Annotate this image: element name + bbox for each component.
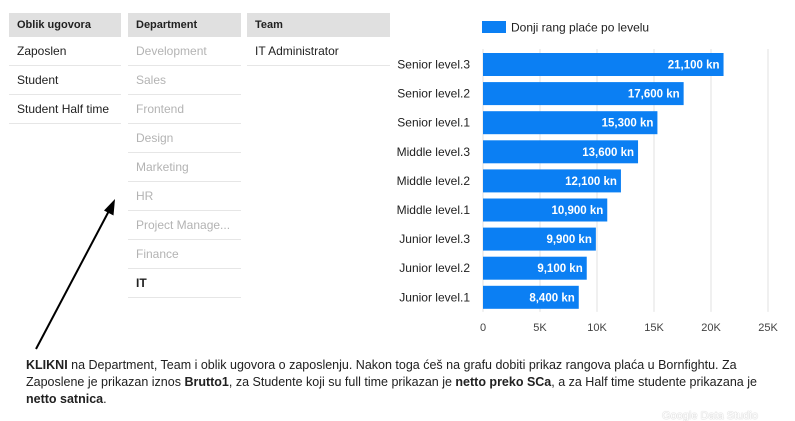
bar-value-label: 21,100 kn bbox=[668, 60, 720, 72]
note-emphasis: netto satnica bbox=[26, 392, 104, 406]
x-tick-label: 0 bbox=[480, 322, 486, 334]
filter-option[interactable]: Design bbox=[128, 124, 241, 153]
note-emphasis: Brutto1 bbox=[184, 375, 229, 389]
note-emphasis: KLIKNI bbox=[26, 358, 68, 372]
instruction-note: KLIKNI na Department, Team i oblik ugovo… bbox=[26, 357, 766, 408]
filter-option[interactable]: Finance bbox=[128, 240, 241, 269]
filter-option[interactable]: Sales bbox=[128, 66, 241, 95]
filter-department: Department Development Sales Frontend Desig… bbox=[128, 13, 241, 298]
note-text: . bbox=[103, 392, 107, 406]
bar-value-label: 8,400 kn bbox=[529, 292, 574, 304]
category-label: Senior level.1 bbox=[397, 116, 470, 130]
category-label: Middle level.3 bbox=[397, 145, 471, 159]
filter-option[interactable]: IT bbox=[128, 269, 241, 298]
bar[interactable] bbox=[483, 140, 639, 164]
note-emphasis: netto preko SCa bbox=[455, 375, 552, 389]
note-text: , a za Half time studente prikazana je bbox=[551, 375, 757, 389]
filter-option[interactable]: Frontend bbox=[128, 95, 241, 124]
note-text: na Department, Team i oblik ugovora o za… bbox=[26, 358, 737, 389]
filter-option[interactable]: Marketing bbox=[128, 153, 241, 182]
category-label: Middle level.1 bbox=[397, 203, 471, 217]
bar[interactable] bbox=[483, 256, 587, 280]
filter-option[interactable]: Student Half time bbox=[9, 95, 121, 124]
x-tick-label: 5K bbox=[533, 322, 547, 334]
category-label: Junior level.2 bbox=[399, 261, 470, 275]
legend-label: Donji rang plaće po levelu bbox=[511, 21, 649, 35]
filter-option[interactable]: Development bbox=[128, 37, 241, 66]
bar[interactable] bbox=[483, 227, 596, 251]
bar[interactable] bbox=[483, 111, 658, 135]
x-tick-label: 25K bbox=[758, 322, 778, 334]
chart-legend[interactable]: Donji rang plaće po levelu bbox=[482, 21, 649, 35]
bar-value-label: 13,600 kn bbox=[582, 147, 634, 159]
filter-option[interactable]: Student bbox=[9, 66, 121, 95]
filter-option[interactable]: HR bbox=[128, 182, 241, 211]
filter-header[interactable]: Team bbox=[247, 13, 390, 37]
category-label: Senior level.3 bbox=[397, 58, 470, 72]
filter-team: Team IT Administrator bbox=[247, 13, 390, 66]
x-tick-label: 20K bbox=[701, 322, 721, 334]
filter-header[interactable]: Department bbox=[128, 13, 241, 37]
filter-header[interactable]: Oblik ugovora bbox=[9, 13, 121, 37]
salary-bar-chart: Donji rang plaće po levelu 21,100 kn 17,6… bbox=[397, 21, 779, 334]
bar[interactable] bbox=[483, 53, 724, 76]
category-label: Junior level.3 bbox=[399, 232, 470, 246]
x-tick-label: 10K bbox=[587, 322, 607, 334]
bar[interactable] bbox=[483, 198, 608, 222]
category-label: Junior level.1 bbox=[399, 290, 470, 304]
bar[interactable] bbox=[483, 82, 684, 106]
note-text: , za Studente koji su full time prikazan… bbox=[228, 375, 456, 389]
category-label: Middle level.2 bbox=[397, 174, 471, 188]
bar[interactable] bbox=[483, 285, 579, 309]
x-tick-label: 15K bbox=[644, 322, 664, 334]
filter-option[interactable]: Project Manage... bbox=[128, 211, 241, 240]
filter-option[interactable]: Zaposlen bbox=[9, 37, 121, 66]
chart-bars: 21,100 kn 17,600 kn 15,300 kn 13,600 kn 12,1… bbox=[483, 53, 724, 309]
chart-category-labels: Senior level.3 Senior level.2 Senior level… bbox=[397, 58, 471, 305]
category-label: Senior level.2 bbox=[397, 87, 470, 101]
bar[interactable] bbox=[483, 169, 621, 193]
bar-value-label: 9,100 kn bbox=[537, 263, 582, 275]
chart-x-axis-ticks: 0 5K 10K 15K 20K 25K bbox=[480, 322, 779, 334]
bar-value-label: 9,900 kn bbox=[546, 234, 591, 246]
filter-oblik-ugovora: Oblik ugovora Zaposlen Student Student Hal… bbox=[9, 13, 121, 124]
watermark: Google Data Studio bbox=[661, 410, 758, 421]
legend-swatch bbox=[482, 21, 506, 33]
bar-value-label: 10,900 kn bbox=[551, 205, 603, 217]
bar-value-label: 12,100 kn bbox=[565, 176, 617, 188]
bar-value-label: 17,600 kn bbox=[628, 89, 680, 101]
filter-option[interactable]: IT Administrator bbox=[247, 37, 390, 66]
bar-value-label: 15,300 kn bbox=[602, 118, 654, 130]
